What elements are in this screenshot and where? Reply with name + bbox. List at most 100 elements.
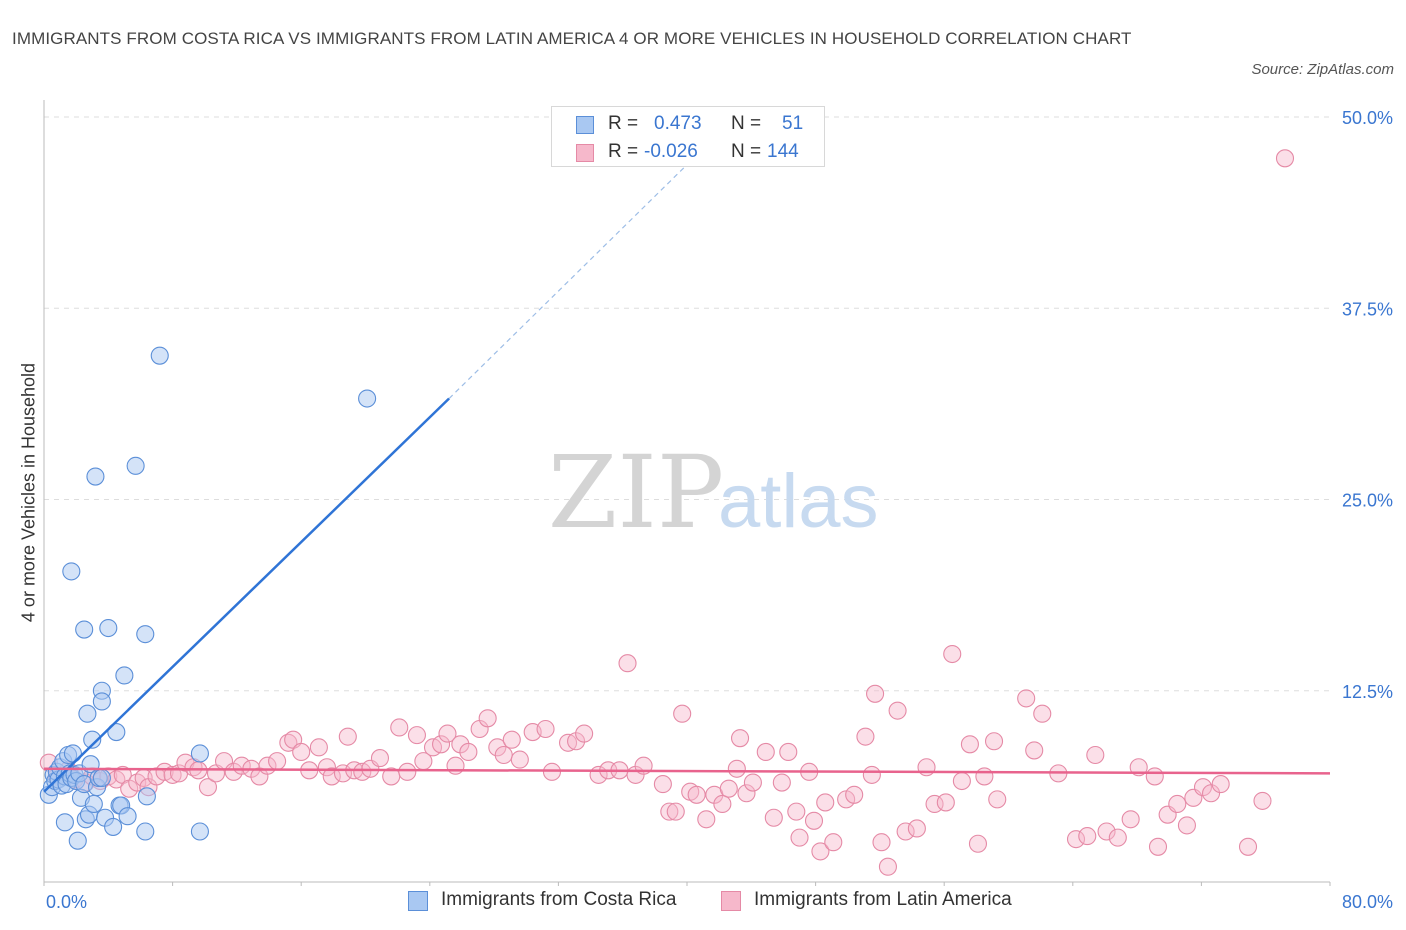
latin-america-point: [845, 785, 864, 804]
latin-america-point: [1078, 827, 1097, 846]
latin-america-point: [824, 833, 843, 852]
tick-labels: 12.5% 25.0% 37.5% 50.0% 0.0% 80.0%: [46, 108, 1393, 912]
costa-rica-point: [190, 744, 209, 763]
trend-lines: [43, 156, 1331, 793]
costa-rica-point: [75, 620, 94, 639]
latin-america-point: [888, 701, 907, 720]
latin-america-point: [697, 810, 716, 829]
latin-america-point: [764, 808, 783, 827]
latin-america-point: [1211, 775, 1230, 794]
latin-america-point: [666, 802, 685, 821]
latin-america-point: [1025, 741, 1044, 760]
watermark: ZIP atlas: [548, 434, 879, 551]
costa-rica-point: [150, 346, 169, 365]
latin-america-point: [128, 773, 147, 792]
latin-america-point: [317, 758, 336, 777]
latin-america-point: [772, 773, 791, 792]
correlation-legend: R = 0.473 N = 51 R = -0.026 N = 144: [551, 106, 825, 167]
costa-rica-point: [83, 730, 102, 749]
latin-america-point: [804, 811, 824, 830]
legend-swatch-blue: [576, 116, 594, 134]
latin-america-point: [575, 724, 594, 743]
costa-rica-point: [136, 625, 155, 644]
costa-rica-trend-extension: [448, 156, 696, 399]
y-tick-label: 12.5%: [1342, 682, 1393, 702]
latin-america-point: [960, 735, 979, 754]
axes: [43, 100, 1331, 886]
latin-america-point: [1108, 828, 1127, 847]
latin-america-point: [1017, 689, 1036, 708]
latin-america-point: [816, 793, 835, 812]
costa-rica-point: [99, 618, 118, 638]
latin-america-point: [1238, 837, 1258, 856]
latin-america-point: [488, 738, 507, 757]
latin-america-point: [872, 833, 891, 852]
latin-america-point: [502, 730, 521, 749]
latin-america-point: [536, 719, 555, 739]
latin-america-point: [1086, 745, 1105, 765]
latin-america-point: [968, 834, 988, 853]
latin-america-point: [1145, 767, 1164, 786]
latin-america-point: [811, 842, 830, 861]
latin-america-point: [279, 733, 298, 752]
latin-america-point: [737, 784, 756, 803]
legend-r-label: R =: [608, 113, 639, 134]
latin-america-point: [730, 729, 750, 748]
legend-r-value: -0.026: [644, 141, 698, 162]
watermark-atlas: atlas: [718, 459, 879, 544]
legend-n-label: N =: [731, 141, 762, 162]
chart-title: IMMIGRANTS FROM COSTA RICA VS IMMIGRANTS…: [12, 29, 1132, 48]
x-tick-label-max: 80.0%: [1342, 892, 1393, 912]
latin-america-point: [975, 767, 994, 786]
y-tick-label: 37.5%: [1342, 299, 1393, 319]
legend-n-label: N =: [731, 113, 762, 134]
latin-america-point: [1201, 784, 1221, 803]
latin-america-point: [790, 828, 809, 847]
latin-america-point: [163, 765, 182, 784]
latin-america-point: [719, 779, 738, 798]
latin-america-point: [653, 775, 672, 794]
costa-rica-point: [104, 817, 123, 836]
latin-america-point: [660, 802, 679, 821]
latin-america-point: [727, 759, 746, 778]
costa-rica-point: [55, 813, 74, 832]
latin-america-point: [878, 857, 897, 876]
latin-america-point: [268, 752, 287, 771]
costa-rica-point: [68, 831, 87, 850]
latin-america-point: [432, 735, 451, 754]
latin-america-point: [779, 742, 798, 762]
y-tick-label: 50.0%: [1342, 108, 1393, 128]
latin-america-point: [1097, 822, 1116, 841]
latin-america-point: [952, 771, 971, 791]
latin-america-point: [370, 749, 390, 768]
y-axis-label: 4 or more Vehicles in Household: [18, 362, 39, 623]
legend-swatch-pink: [576, 144, 594, 162]
latin-america-point: [925, 794, 944, 814]
latin-america-point: [1253, 791, 1272, 810]
latin-america-point: [866, 684, 885, 703]
latin-america-point: [390, 718, 409, 737]
latin-america-point: [943, 644, 962, 664]
legend-r-value: 0.473: [654, 113, 702, 134]
latin-america-point: [618, 654, 637, 673]
latin-america-point: [1033, 704, 1052, 723]
latin-america-point: [338, 727, 357, 746]
latin-america-trend-line: [43, 767, 1331, 775]
legend-n-value: 144: [767, 141, 799, 162]
latin-america-points: [39, 149, 1295, 876]
costa-rica-point: [126, 456, 145, 475]
latin-america-point: [862, 765, 881, 784]
legend-r-label: R =: [608, 141, 639, 162]
watermark-zip: ZIP: [548, 434, 724, 551]
latin-america-point: [673, 704, 692, 723]
x-tick-label-min: 0.0%: [46, 892, 87, 912]
latin-america-point: [510, 750, 529, 769]
costa-rica-point: [190, 822, 209, 841]
source-label: Source: ZipAtlas.com: [1251, 61, 1394, 78]
latin-america-point: [398, 762, 417, 781]
latin-america-point: [478, 709, 497, 728]
latin-america-point: [988, 790, 1007, 809]
latin-america-point: [446, 756, 465, 775]
